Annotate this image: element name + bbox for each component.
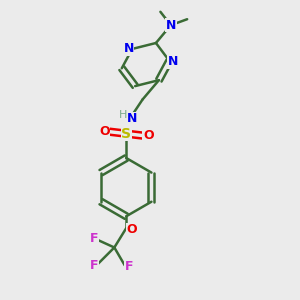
Text: F: F [124,260,133,273]
Text: N: N [166,19,176,32]
Text: N: N [127,112,137,125]
Text: N: N [168,55,178,68]
Text: O: O [143,129,154,142]
Text: O: O [127,223,137,236]
Text: H: H [119,110,128,120]
Text: O: O [99,125,110,138]
Text: F: F [90,259,98,272]
Text: S: S [121,127,131,141]
Text: N: N [123,42,134,56]
Text: F: F [90,232,98,245]
